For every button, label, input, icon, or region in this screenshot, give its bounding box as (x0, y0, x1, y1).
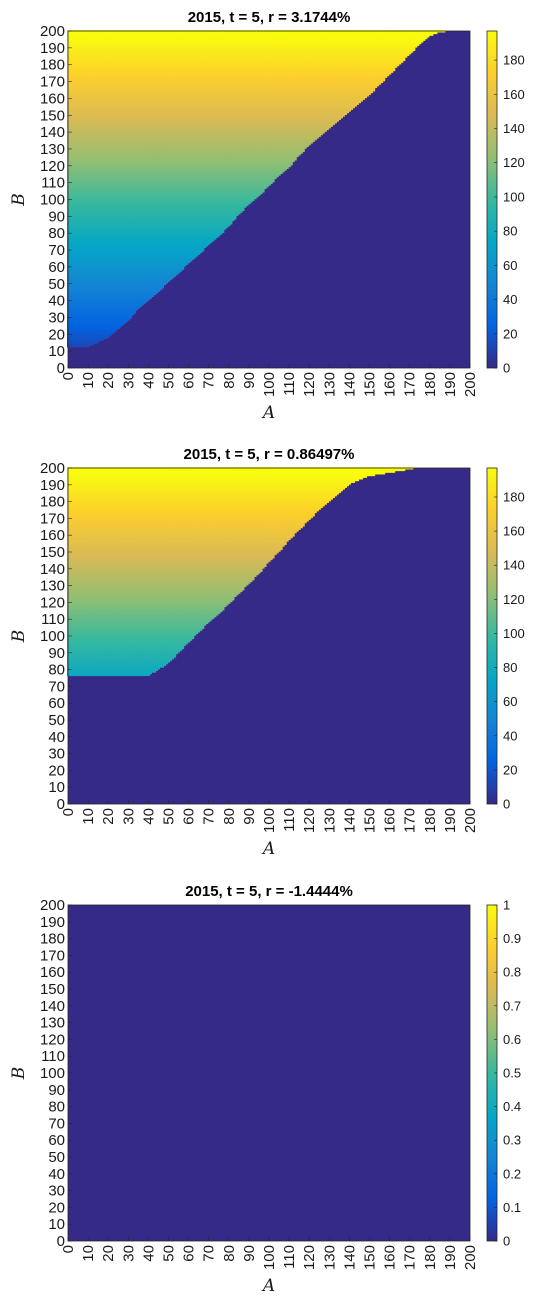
heatmap-image (67, 30, 470, 368)
heatmap-panel-1: 2015, t = 5, r = 3.1744%0102030405060708… (9, 9, 525, 423)
chart-title: 2015, t = 5, r = 3.1744% (188, 9, 351, 26)
